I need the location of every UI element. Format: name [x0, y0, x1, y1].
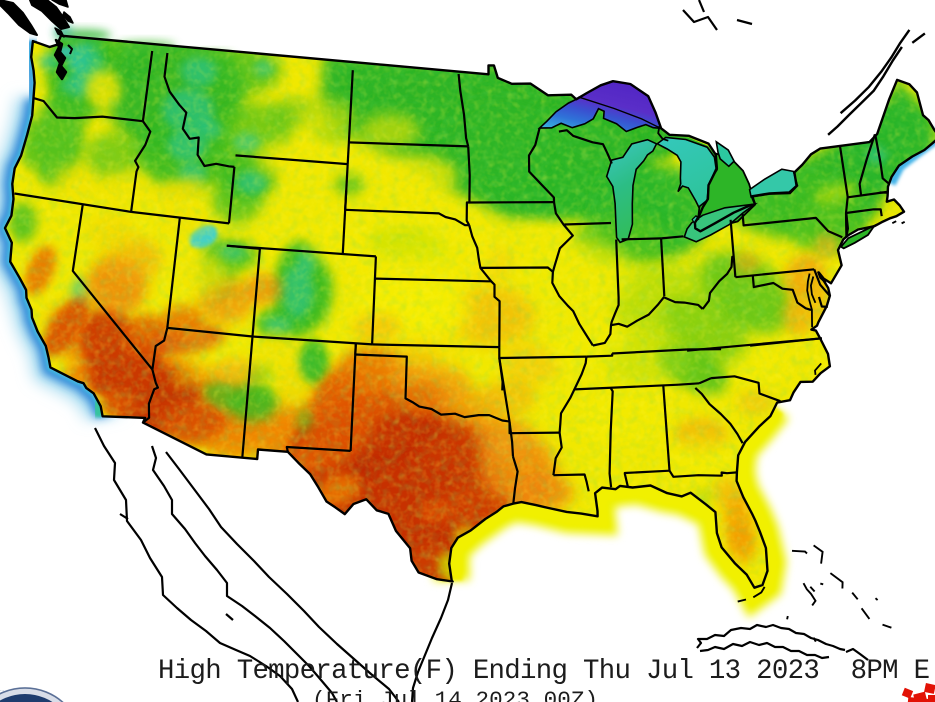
svg-text:···: ··· — [0, 688, 4, 693]
svg-text:(Fri Jul 14 2023 00Z): (Fri Jul 14 2023 00Z) — [312, 687, 598, 702]
svg-text:High Temperature(F) Ending Thu: High Temperature(F) Ending Thu Jul 13 20… — [158, 656, 930, 687]
